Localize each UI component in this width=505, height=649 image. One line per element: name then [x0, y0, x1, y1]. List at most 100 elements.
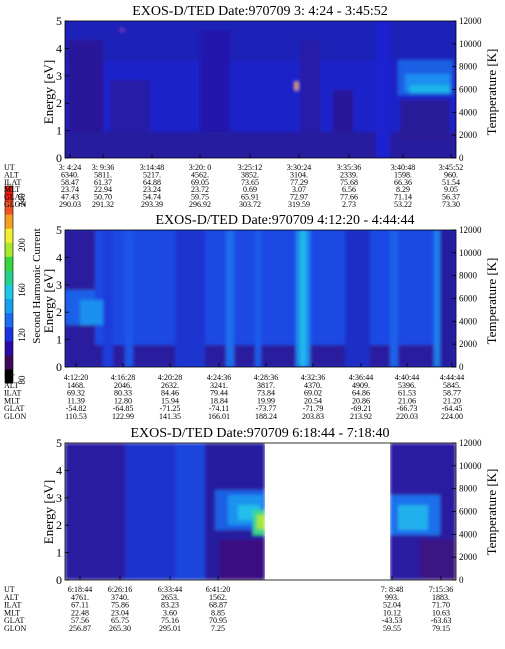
colorbar-tick: 80 — [17, 375, 27, 385]
panel-2-ylabel: Energy [eV] — [41, 269, 56, 333]
ephemeris-value: 293.39 — [141, 200, 163, 209]
ephemeris-value: 6:41:20 — [206, 585, 230, 594]
y2-tick-label: 6000 — [459, 294, 478, 304]
y-tick-label: 3 — [56, 278, 62, 292]
colorbar-segment — [5, 242, 13, 257]
y2-tick-label: 6000 — [459, 507, 478, 517]
y2-tick-label: 8000 — [459, 484, 478, 494]
ephemeris-value: 56.37 — [442, 193, 460, 202]
colorbar-tick: 200 — [17, 238, 27, 252]
colorbar-segment — [5, 340, 13, 356]
y2-tick-label: 8000 — [459, 271, 478, 281]
y2-tick-label: 0 — [459, 153, 464, 163]
ephemeris-value: 61.37 — [94, 178, 112, 187]
ephemeris-value: 21.06 — [398, 396, 416, 405]
ephemeris-value: 72.97 — [290, 193, 308, 202]
ephemeris-row-label: ILAT — [4, 601, 21, 610]
ephemeris-value: 188.24 — [255, 412, 277, 421]
ephemeris-value: 4:32:36 — [301, 373, 325, 382]
ephemeris-value: 4:20:28 — [158, 373, 182, 382]
panel-2-y2-axis: 0 2000 4000 6000 8000 10000 12000 — [452, 225, 482, 372]
ephemeris-row-label: ALT — [4, 593, 19, 602]
ephemeris-value: 23.04 — [111, 608, 129, 617]
panel-2-y2label: Temperature [K] — [484, 258, 499, 345]
ephemeris-value: -43.53 — [382, 616, 403, 625]
ephemeris-value: 15.94 — [161, 396, 179, 405]
y-tick-label: 4 — [56, 41, 62, 55]
ephemeris-value: 319.59 — [288, 200, 310, 209]
ephemeris-value: -73.77 — [256, 404, 277, 413]
ephemeris-value: 1562. — [209, 593, 227, 602]
colorbar-tick: 160 — [17, 283, 27, 297]
ephemeris-value: 47.43 — [61, 193, 79, 202]
ephemeris-value: -69.21 — [351, 404, 372, 413]
y2-tick-label: 0 — [459, 575, 464, 585]
ephemeris-value: 58.77 — [443, 389, 461, 398]
ephemeris-value: 256.87 — [69, 624, 91, 633]
ephemeris-value: 5845. — [443, 381, 461, 390]
ephemeris-value: 4:36:44 — [349, 373, 373, 382]
ephemeris-value: 3:20: 0 — [189, 163, 211, 172]
ephemeris-value: 6.56 — [342, 185, 356, 194]
panel-2: EXOS-D/TED Date:970709 4:12:20 - 4:44:44 — [4, 213, 499, 421]
ephemeris-row-label: GLON — [4, 412, 26, 421]
panel-3: EXOS-D/TED Date:970709 6:18:44 - 7:18:40 — [4, 426, 499, 633]
ephemeris-value: 69.32 — [67, 389, 85, 398]
ephemeris-row-label: UT — [4, 163, 15, 172]
ephemeris-value: 6:33:44 — [158, 585, 182, 594]
ephemeris-value: 3:25:12 — [238, 163, 262, 172]
ephemeris-value: 61.53 — [398, 389, 416, 398]
y2-tick-label: 4000 — [459, 529, 478, 539]
panel-3-ylabel: Energy [eV] — [41, 480, 56, 544]
ephemeris-value: 23.24 — [143, 185, 161, 194]
ephemeris-value: 2.73 — [342, 200, 356, 209]
ephemeris-value: 53.22 — [394, 200, 412, 209]
ephemeris-value: 2046. — [114, 381, 132, 390]
ephemeris-value: 65.91 — [241, 193, 259, 202]
panel-3-data-gap — [265, 443, 390, 580]
ephemeris-value: 10.63 — [432, 608, 450, 617]
y2-tick-label: 10000 — [459, 461, 482, 471]
ephemeris-value: 65.75 — [111, 616, 129, 625]
ephemeris-value: 303.72 — [239, 200, 261, 209]
ephemeris-value: 4909. — [352, 381, 370, 390]
colorbar-label: Second Harmonic Current — [31, 228, 43, 343]
ephemeris-value: 5217. — [143, 170, 161, 179]
ephemeris-value: 73.84 — [257, 389, 275, 398]
y2-tick-label: 4000 — [459, 316, 478, 326]
panel-1-y2label: Temperature [K] — [484, 49, 499, 136]
ephemeris-value: 11.39 — [67, 396, 85, 405]
y-tick-label: 0 — [56, 360, 62, 374]
ephemeris-value: 75.68 — [340, 178, 358, 187]
ephemeris-value: 2339. — [340, 170, 358, 179]
y-tick-label: 3 — [56, 491, 62, 505]
ephemeris-value: 64.86 — [352, 389, 370, 398]
ephemeris-row-label: GLAT — [4, 616, 25, 625]
ephemeris-value: 3:45:52 — [439, 163, 463, 172]
colorbar-frame — [4, 185, 14, 384]
ephemeris-value: 73.65 — [241, 178, 259, 187]
ephemeris-value: 122.99 — [112, 412, 134, 421]
ephemeris-value: 84.46 — [161, 389, 179, 398]
ephemeris-value: 58.47 — [61, 178, 79, 187]
panel-3-y2-axis: 0 2000 4000 6000 8000 10000 12000 — [452, 438, 482, 585]
ephemeris-value: -71.25 — [160, 404, 181, 413]
ephemeris-value: 79.44 — [210, 389, 228, 398]
y-tick-label: 3 — [56, 69, 62, 83]
colorbar-segment — [5, 256, 13, 271]
panel-1-y2-axis: 0 2000 4000 6000 8000 10000 12000 — [452, 16, 482, 163]
y-tick-label: 4 — [56, 463, 62, 477]
y-tick-label: 2 — [56, 518, 62, 532]
ephemeris-value: 70.95 — [209, 616, 227, 625]
ephemeris-value: 64.88 — [143, 178, 161, 187]
ephemeris-value: 3104. — [290, 170, 308, 179]
ephemeris-value: 1883. — [432, 593, 450, 602]
ephemeris-value: 67.11 — [71, 601, 89, 610]
ephemeris-value: 19.99 — [257, 396, 275, 405]
ephemeris-value: 213.92 — [350, 412, 372, 421]
ephemeris-value: 57.56 — [71, 616, 89, 625]
y-tick-label: 0 — [56, 573, 62, 587]
ephemeris-value: 993. — [385, 593, 399, 602]
ephemeris-value: 8.29 — [396, 185, 410, 194]
